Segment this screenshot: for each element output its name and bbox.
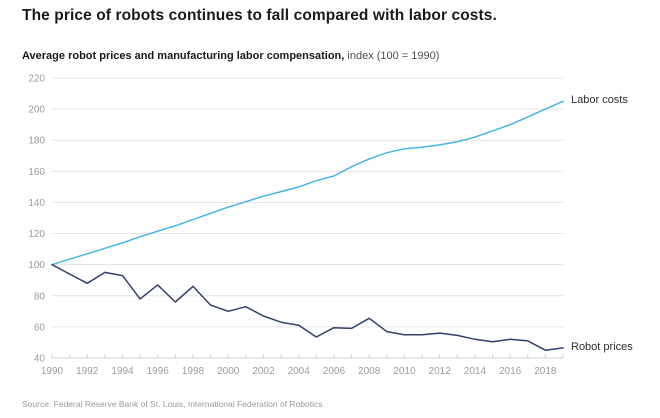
svg-text:2002: 2002 (252, 366, 275, 377)
svg-text:160: 160 (28, 167, 45, 178)
series-label-robot-prices: Robot prices (571, 340, 633, 353)
svg-text:100: 100 (28, 260, 45, 271)
svg-text:2014: 2014 (464, 366, 487, 377)
chart-subtitle-bold: Average robot prices and manufacturing l… (22, 50, 345, 62)
page-title: The price of robots continues to fall co… (22, 7, 497, 24)
svg-text:2018: 2018 (534, 366, 557, 377)
svg-text:1994: 1994 (111, 366, 134, 377)
svg-text:2004: 2004 (288, 366, 311, 377)
svg-text:80: 80 (34, 291, 46, 302)
svg-text:1990: 1990 (41, 366, 64, 377)
chart-subtitle-units: index (100 = 1990) (344, 50, 440, 62)
series-label-labor-costs: Labor costs (571, 94, 628, 107)
svg-text:1998: 1998 (182, 366, 205, 377)
svg-text:180: 180 (28, 136, 45, 147)
svg-text:40: 40 (34, 354, 46, 365)
svg-text:60: 60 (34, 322, 46, 333)
svg-text:140: 140 (28, 198, 45, 209)
svg-text:2012: 2012 (429, 366, 452, 377)
svg-text:2010: 2010 (393, 366, 416, 377)
svg-text:2000: 2000 (217, 366, 240, 377)
svg-text:2008: 2008 (358, 366, 381, 377)
svg-text:2006: 2006 (323, 366, 346, 377)
svg-text:200: 200 (28, 105, 45, 116)
chart-subtitle: Average robot prices and manufacturing l… (22, 50, 642, 62)
svg-text:220: 220 (28, 74, 45, 85)
svg-text:2016: 2016 (499, 366, 522, 377)
svg-text:120: 120 (28, 229, 45, 240)
svg-text:1992: 1992 (76, 366, 99, 377)
svg-text:1996: 1996 (147, 366, 170, 377)
source-credit: Source: Federal Reserve Bank of St. Loui… (22, 399, 323, 409)
